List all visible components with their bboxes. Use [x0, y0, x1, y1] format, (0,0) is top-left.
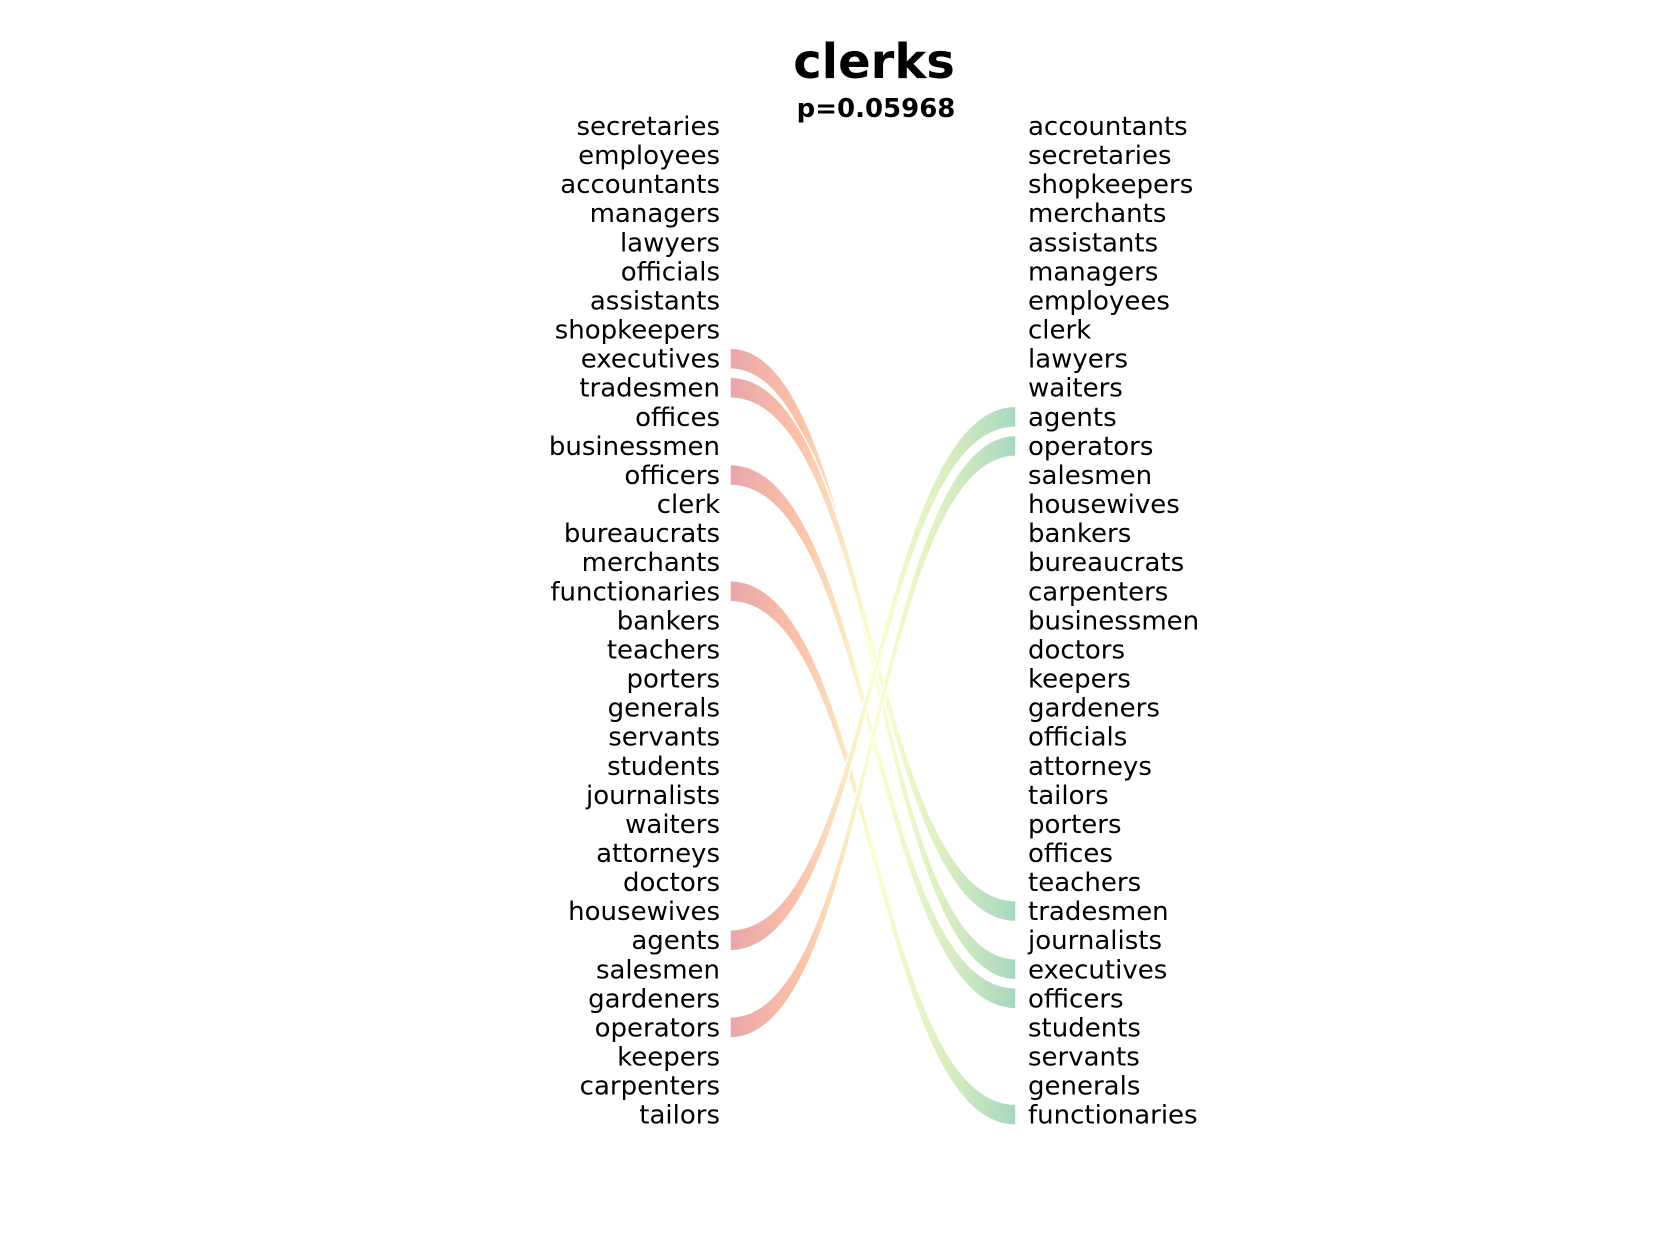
left-label-managers: managers	[590, 199, 720, 229]
left-label-teachers: teachers	[607, 635, 720, 665]
left-label-housewives: housewives	[568, 897, 720, 927]
right-label-generals: generals	[1028, 1072, 1140, 1102]
left-label-gardeners: gardeners	[588, 984, 720, 1014]
left-label-employees: employees	[578, 141, 720, 171]
left-label-porters: porters	[626, 665, 720, 695]
left-label-journalists: journalists	[585, 781, 720, 811]
left-label-doctors: doctors	[623, 868, 720, 898]
left-label-tailors: tailors	[639, 1101, 720, 1131]
left-label-secretaries: secretaries	[576, 112, 720, 142]
right-label-salesmen: salesmen	[1028, 461, 1152, 491]
right-label-attorneys: attorneys	[1028, 752, 1152, 782]
left-label-agents: agents	[631, 926, 720, 956]
left-label-bankers: bankers	[617, 606, 720, 636]
left-label-students: students	[607, 752, 720, 782]
right-label-gardeners: gardeners	[1028, 694, 1160, 724]
left-label-accountants: accountants	[560, 170, 720, 200]
left-label-businessmen: businessmen	[549, 432, 720, 462]
left-label-keepers: keepers	[617, 1043, 720, 1073]
right-label-assistants: assistants	[1028, 228, 1158, 258]
right-label-agents: agents	[1028, 403, 1117, 433]
left-label-clerk: clerk	[657, 490, 720, 520]
right-label-businessmen: businessmen	[1028, 606, 1199, 636]
flow-bands	[729, 347, 1017, 1126]
chart-title: clerks	[793, 34, 955, 90]
right-label-bankers: bankers	[1028, 519, 1131, 549]
left-label-shopkeepers: shopkeepers	[555, 316, 720, 346]
left-label-operators: operators	[595, 1014, 720, 1044]
left-label-executives: executives	[581, 345, 720, 375]
right-label-employees: employees	[1028, 287, 1170, 317]
left-label-salesmen: salesmen	[596, 955, 720, 985]
right-label-doctors: doctors	[1028, 635, 1125, 665]
right-label-merchants: merchants	[1028, 199, 1166, 229]
chart-subtitle: p=0.05968	[797, 94, 956, 124]
flow-band-tradesmen	[729, 376, 1017, 923]
left-label-assistants: assistants	[590, 287, 720, 317]
flow-band-functionaries	[729, 580, 1017, 1126]
left-label-generals: generals	[608, 694, 720, 724]
right-label-clerk: clerk	[1028, 316, 1091, 346]
left-label-attorneys: attorneys	[596, 839, 720, 869]
left-label-waiters: waiters	[625, 810, 720, 840]
right-label-servants: servants	[1028, 1043, 1140, 1073]
left-label-officers: officers	[624, 461, 720, 491]
right-label-students: students	[1028, 1014, 1141, 1044]
right-label-lawyers: lawyers	[1028, 345, 1128, 375]
right-label-tradesmen: tradesmen	[1028, 897, 1169, 927]
right-label-carpenters: carpenters	[1028, 577, 1168, 607]
right-label-column: accountantssecretariesshopkeepersmerchan…	[1027, 112, 1199, 1131]
right-label-bureaucrats: bureaucrats	[1028, 548, 1184, 578]
right-label-journalists: journalists	[1027, 926, 1162, 956]
right-label-operators: operators	[1028, 432, 1153, 462]
left-label-column: secretariesemployeesaccountantsmanagersl…	[549, 112, 720, 1131]
right-label-executives: executives	[1028, 955, 1167, 985]
flow-band-operators	[729, 434, 1017, 1039]
right-label-officers: officers	[1028, 984, 1124, 1014]
right-label-officials: officials	[1028, 723, 1127, 753]
left-label-functionaries: functionaries	[550, 577, 720, 607]
right-label-secretaries: secretaries	[1028, 141, 1172, 171]
right-label-teachers: teachers	[1028, 868, 1141, 898]
left-label-bureaucrats: bureaucrats	[564, 519, 720, 549]
left-label-carpenters: carpenters	[580, 1072, 720, 1102]
left-label-servants: servants	[608, 723, 720, 753]
right-label-housewives: housewives	[1028, 490, 1180, 520]
left-label-officials: officials	[621, 257, 720, 287]
right-label-shopkeepers: shopkeepers	[1028, 170, 1193, 200]
left-label-offices: offices	[635, 403, 720, 433]
right-label-waiters: waiters	[1028, 374, 1123, 404]
right-label-functionaries: functionaries	[1028, 1101, 1198, 1131]
flow-band-agents	[729, 405, 1017, 952]
right-label-offices: offices	[1028, 839, 1113, 869]
right-label-keepers: keepers	[1028, 665, 1131, 695]
left-label-tradesmen: tradesmen	[579, 374, 720, 404]
right-label-porters: porters	[1028, 810, 1122, 840]
right-label-tailors: tailors	[1028, 781, 1109, 811]
left-label-lawyers: lawyers	[620, 228, 720, 258]
right-label-accountants: accountants	[1028, 112, 1188, 142]
right-label-managers: managers	[1028, 257, 1158, 287]
left-label-merchants: merchants	[582, 548, 720, 578]
